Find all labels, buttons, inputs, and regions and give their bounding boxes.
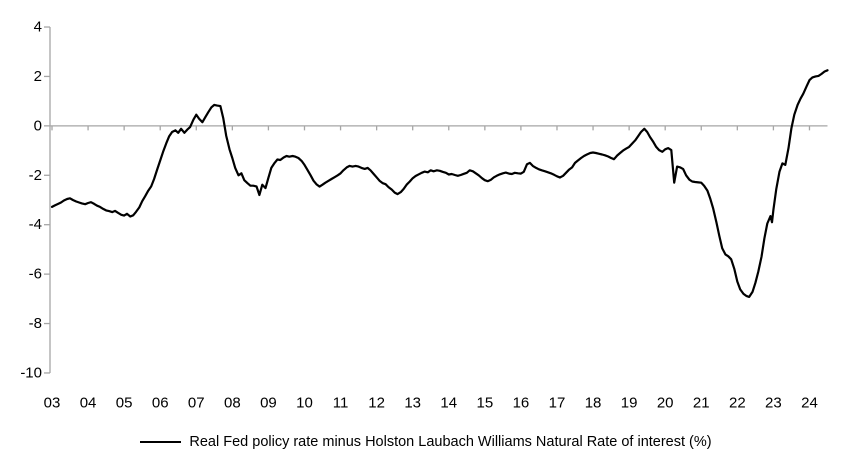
data-line-series	[50, 69, 829, 298]
y-tick-label: -2	[29, 167, 42, 184]
x-tick-label: 12	[368, 394, 385, 411]
y-tick-label: 0	[34, 117, 42, 134]
chart-legend: Real Fed policy rate minus Holston Lauba…	[0, 431, 852, 453]
x-tick-label: 09	[260, 394, 277, 411]
y-tick-label: -8	[29, 315, 42, 332]
x-tick-label: 11	[333, 394, 349, 411]
x-tick-label: 04	[80, 394, 97, 411]
y-tick-label: 2	[34, 68, 42, 85]
x-tick-label: 22	[729, 394, 746, 411]
x-tick-label: 18	[585, 394, 602, 411]
y-tick-label: -10	[20, 364, 42, 381]
x-tick-label: 20	[657, 394, 674, 411]
x-tick-label: 10	[296, 394, 313, 411]
x-tick-label: 06	[152, 394, 169, 411]
legend-line-swatch	[140, 441, 182, 443]
x-tick-label: 23	[765, 394, 782, 411]
x-tick-label: 19	[621, 394, 638, 411]
x-tick-label: 08	[224, 394, 241, 411]
x-tick-label: 24	[801, 394, 818, 411]
y-tick-label: -6	[29, 266, 42, 283]
x-tick-label: 05	[116, 394, 133, 411]
x-tick-label: 16	[513, 394, 530, 411]
x-tick-label: 17	[549, 394, 566, 411]
x-tick-label: 15	[476, 394, 493, 411]
x-tick-label: 03	[44, 394, 61, 411]
legend-label: Real Fed policy rate minus Holston Lauba…	[189, 434, 712, 450]
x-tick-label: 07	[188, 394, 205, 411]
x-tick-label: 21	[693, 394, 710, 411]
y-tick-label: 4	[34, 19, 42, 36]
x-tick-label: 14	[440, 394, 457, 411]
y-tick-label: -4	[29, 216, 42, 233]
x-tick-label: 13	[404, 394, 421, 411]
